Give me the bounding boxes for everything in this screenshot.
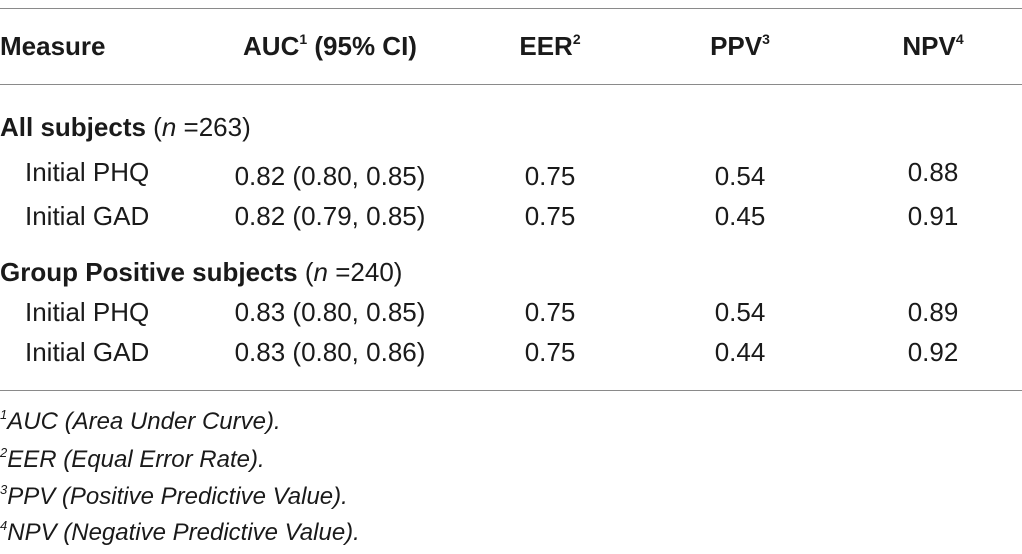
table-row-npv: 0.91 xyxy=(907,201,959,231)
table-row-ppv: 0.54 xyxy=(714,161,766,191)
table-row-ppv: 0.45 xyxy=(714,201,766,231)
table-top-rule xyxy=(0,8,1022,9)
header-ppv: PPV3 xyxy=(710,31,770,61)
section-title-all-subjects: All subjects (n =263) xyxy=(0,112,251,142)
table-row-npv: 0.92 xyxy=(907,337,959,367)
table-row-measure: Initial GAD xyxy=(25,201,150,231)
table-row-auc: 0.82 (0.79, 0.85) xyxy=(234,201,426,231)
table-row-npv: 0.88 xyxy=(907,157,959,187)
table-row-ppv: 0.54 xyxy=(714,297,766,327)
table-row-ppv: 0.44 xyxy=(714,337,766,367)
footnote: 2EER (Equal Error Rate). xyxy=(0,445,265,473)
header-bottom-rule xyxy=(0,84,1022,85)
table-row-eer: 0.75 xyxy=(524,297,576,327)
footnote: 4NPV (Negative Predictive Value). xyxy=(0,518,360,546)
table-row-eer: 0.75 xyxy=(524,201,576,231)
table-row-measure: Initial PHQ xyxy=(25,157,150,187)
header-auc: AUC1 (95% CI) xyxy=(243,31,417,61)
table-bottom-rule xyxy=(0,390,1022,391)
table-row-measure: Initial GAD xyxy=(25,337,150,367)
footnote: 3PPV (Positive Predictive Value). xyxy=(0,482,348,510)
header-eer: EER2 xyxy=(519,31,581,61)
table-row-eer: 0.75 xyxy=(524,337,576,367)
header-npv: NPV4 xyxy=(902,31,964,61)
table-row-eer: 0.75 xyxy=(524,161,576,191)
section-title-group-positive: Group Positive subjects (n =240) xyxy=(0,257,403,287)
table-row-auc: 0.82 (0.80, 0.85) xyxy=(234,161,426,191)
table-row-measure: Initial PHQ xyxy=(25,297,150,327)
footnote: 1AUC (Area Under Curve). xyxy=(0,407,281,435)
table-row-auc: 0.83 (0.80, 0.86) xyxy=(234,337,426,367)
header-measure: Measure xyxy=(0,31,106,61)
table-row-auc: 0.83 (0.80, 0.85) xyxy=(234,297,426,327)
table-row-npv: 0.89 xyxy=(907,297,959,327)
